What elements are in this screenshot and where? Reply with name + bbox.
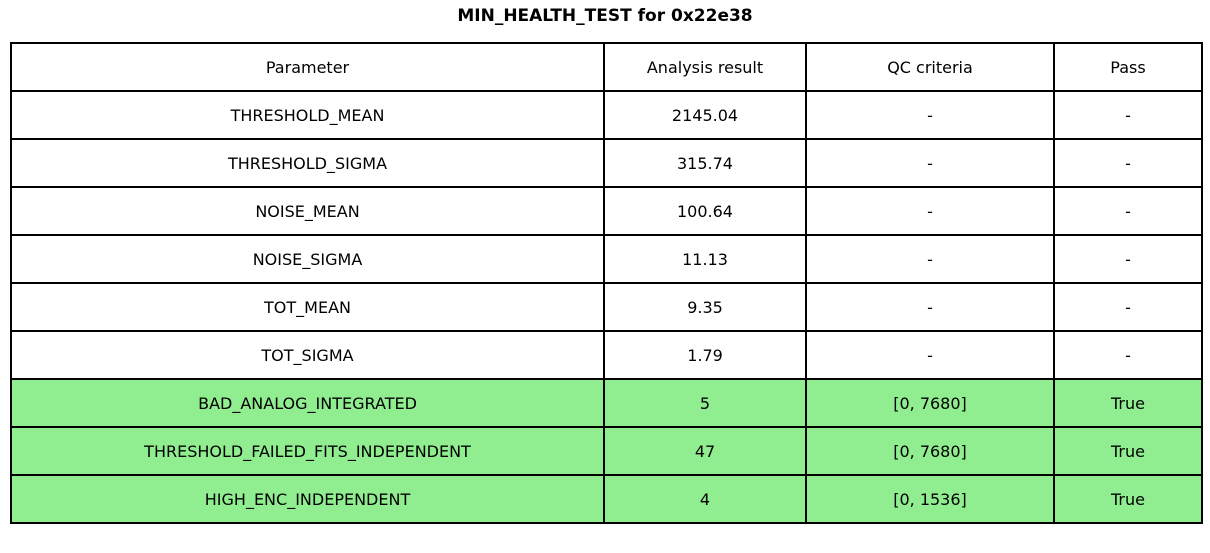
parameter-cell: NOISE_SIGMA bbox=[10, 234, 605, 284]
pass-cell: True bbox=[1053, 378, 1203, 428]
pass-cell: - bbox=[1053, 90, 1203, 140]
analysis-result-cell: 9.35 bbox=[603, 282, 807, 332]
analysis-result-cell: 4 bbox=[603, 474, 807, 524]
column-header-pass: Pass bbox=[1053, 42, 1203, 92]
parameter-cell: TOT_SIGMA bbox=[10, 330, 605, 380]
parameter-cell: NOISE_MEAN bbox=[10, 186, 605, 236]
table-row-highlighted: HIGH_ENC_INDEPENDENT 4 [0, 1536] True bbox=[10, 474, 1203, 524]
health-test-table: Parameter Analysis result QC criteria Pa… bbox=[10, 42, 1203, 524]
pass-cell: - bbox=[1053, 282, 1203, 332]
header-row: Parameter Analysis result QC criteria Pa… bbox=[10, 42, 1203, 92]
qc-criteria-cell: - bbox=[805, 186, 1055, 236]
qc-criteria-cell: - bbox=[805, 138, 1055, 188]
qc-criteria-cell: [0, 1536] bbox=[805, 474, 1055, 524]
qc-criteria-cell: - bbox=[805, 282, 1055, 332]
pass-cell: - bbox=[1053, 330, 1203, 380]
column-header-analysis-result: Analysis result bbox=[603, 42, 807, 92]
analysis-result-cell: 1.79 bbox=[603, 330, 807, 380]
pass-cell: True bbox=[1053, 426, 1203, 476]
analysis-result-cell: 5 bbox=[603, 378, 807, 428]
parameter-cell: THRESHOLD_SIGMA bbox=[10, 138, 605, 188]
parameter-cell: TOT_MEAN bbox=[10, 282, 605, 332]
qc-criteria-cell: - bbox=[805, 90, 1055, 140]
parameter-cell: THRESHOLD_MEAN bbox=[10, 90, 605, 140]
table-row: THRESHOLD_MEAN 2145.04 - - bbox=[10, 90, 1203, 140]
table-row: THRESHOLD_SIGMA 315.74 - - bbox=[10, 138, 1203, 188]
qc-criteria-cell: - bbox=[805, 330, 1055, 380]
table-row-highlighted: THRESHOLD_FAILED_FITS_INDEPENDENT 47 [0,… bbox=[10, 426, 1203, 476]
analysis-result-cell: 315.74 bbox=[603, 138, 807, 188]
table-row: NOISE_SIGMA 11.13 - - bbox=[10, 234, 1203, 284]
pass-cell: - bbox=[1053, 186, 1203, 236]
parameter-cell: HIGH_ENC_INDEPENDENT bbox=[10, 474, 605, 524]
pass-cell: - bbox=[1053, 234, 1203, 284]
analysis-result-cell: 2145.04 bbox=[603, 90, 807, 140]
parameter-cell: BAD_ANALOG_INTEGRATED bbox=[10, 378, 605, 428]
analysis-result-cell: 47 bbox=[603, 426, 807, 476]
qc-criteria-cell: [0, 7680] bbox=[805, 426, 1055, 476]
column-header-parameter: Parameter bbox=[10, 42, 605, 92]
table-row: TOT_MEAN 9.35 - - bbox=[10, 282, 1203, 332]
analysis-result-cell: 11.13 bbox=[603, 234, 807, 284]
qc-criteria-cell: [0, 7680] bbox=[805, 378, 1055, 428]
column-header-qc-criteria: QC criteria bbox=[805, 42, 1055, 92]
page-title: MIN_HEALTH_TEST for 0x22e38 bbox=[457, 6, 753, 26]
table-row: TOT_SIGMA 1.79 - - bbox=[10, 330, 1203, 380]
parameter-cell: THRESHOLD_FAILED_FITS_INDEPENDENT bbox=[10, 426, 605, 476]
pass-cell: True bbox=[1053, 474, 1203, 524]
qc-criteria-cell: - bbox=[805, 234, 1055, 284]
analysis-result-cell: 100.64 bbox=[603, 186, 807, 236]
table-row: NOISE_MEAN 100.64 - - bbox=[10, 186, 1203, 236]
pass-cell: - bbox=[1053, 138, 1203, 188]
table-row-highlighted: BAD_ANALOG_INTEGRATED 5 [0, 7680] True bbox=[10, 378, 1203, 428]
